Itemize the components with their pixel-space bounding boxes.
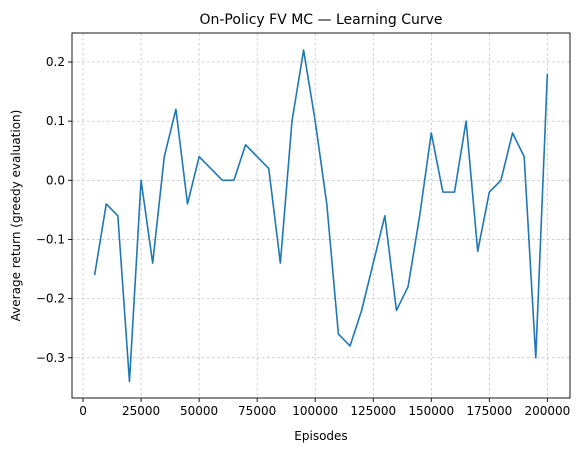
grid	[72, 33, 570, 398]
x-tick-label: 25000	[122, 404, 160, 418]
series-layer	[93, 49, 549, 383]
chart-title: On-Policy FV MC — Learning Curve	[199, 12, 442, 28]
y-tick-label: −0.2	[36, 292, 65, 306]
plot-frame	[71, 32, 571, 399]
y-tick-label: −0.1	[36, 232, 65, 246]
x-tick-label: 0	[79, 404, 87, 418]
y-ticks: −0.3 −0.2 −0.1 0.0 0.1 0.2	[36, 55, 72, 365]
x-tick-label: 125000	[350, 404, 396, 418]
x-tick-label: 150000	[408, 404, 454, 418]
y-tick-label: 0.0	[46, 173, 65, 187]
x-tick-label: 50000	[180, 404, 218, 418]
x-tick-label: 100000	[292, 404, 338, 418]
x-tick-label: 175000	[466, 404, 512, 418]
x-tick-label: 200000	[524, 404, 570, 418]
y-tick-label: 0.1	[46, 114, 65, 128]
y-tick-label: 0.2	[46, 55, 65, 69]
series-line-0	[93, 49, 549, 383]
y-axis-label: Average return (greedy evaluation)	[9, 110, 23, 322]
x-ticks: 0 25000 50000 75000 100000 125000 150000 175000…	[79, 398, 570, 418]
x-axis-label: Episodes	[294, 429, 347, 443]
y-tick-label: −0.3	[36, 351, 65, 365]
x-tick-label: 75000	[238, 404, 276, 418]
